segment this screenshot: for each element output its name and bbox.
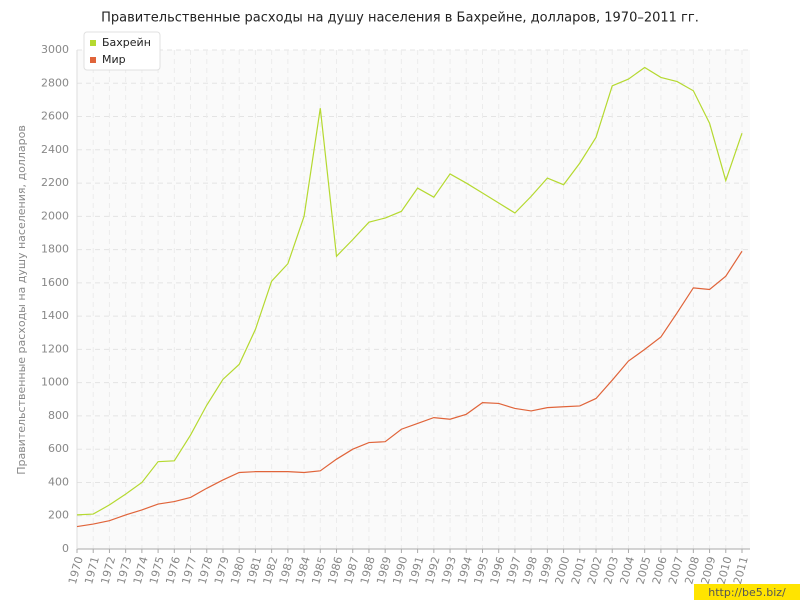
y-tick-label: 1600 — [41, 276, 69, 289]
legend-label: Бахрейн — [102, 36, 151, 49]
y-tick-label: 600 — [48, 442, 69, 455]
y-tick-label: 2000 — [41, 209, 69, 222]
legend: Бахрейн Мир — [83, 31, 161, 71]
series-line — [76, 250, 743, 528]
y-tick-label: 2800 — [41, 76, 69, 89]
watermark: http://be5.biz/ — [708, 586, 786, 599]
y-tick-label: 2600 — [41, 110, 69, 123]
y-tick-label: 0 — [62, 542, 69, 555]
y-tick-label: 1200 — [41, 342, 69, 355]
y-tick-label: 200 — [48, 509, 69, 522]
y-tick-label: 400 — [48, 475, 69, 488]
legend-swatch — [90, 40, 96, 46]
y-tick-label: 2400 — [41, 143, 69, 156]
legend-swatch — [90, 57, 96, 63]
legend-box — [83, 31, 161, 71]
y-tick-label: 2200 — [41, 176, 69, 189]
watermark-bg — [694, 584, 800, 600]
y-tick-label: 1400 — [41, 309, 69, 322]
plot: 0 200 400 600 800 1000 1200 1400 1600 1800 2000 220… — [41, 31, 751, 586]
y-tick-label: 800 — [48, 409, 69, 422]
legend-label: Мир — [102, 53, 126, 66]
y-tick-label: 1000 — [41, 376, 69, 389]
y-tick-label: 1800 — [41, 243, 69, 256]
series-line — [76, 66, 743, 516]
y-tick-label: 3000 — [41, 43, 69, 56]
plot-area — [77, 50, 750, 549]
chart-title: Правительственные расходы на душу населе… — [101, 11, 699, 26]
y-axis-label: Правительственные расходы на душу населе… — [15, 125, 28, 475]
